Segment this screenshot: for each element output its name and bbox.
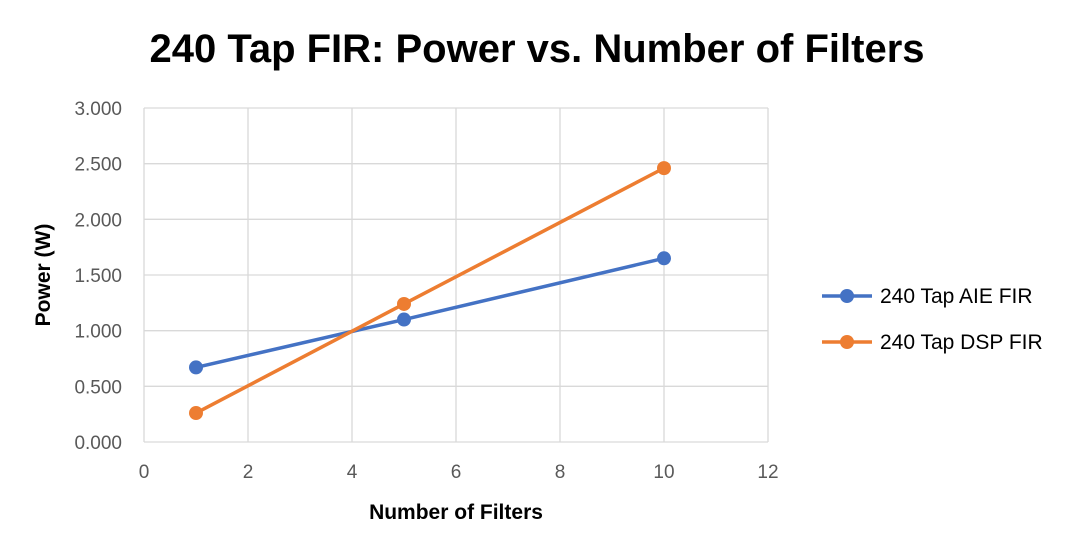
data-point-1-0 (189, 406, 203, 421)
x-tick-label-3: 6 (451, 462, 462, 483)
legend-marker-0 (840, 289, 854, 303)
chart-title: 240 Tap FIR: Power vs. Number of Filters (150, 27, 925, 71)
x-tick-label-6: 12 (757, 462, 778, 483)
y-tick-label-3: 1.500 (74, 266, 122, 287)
y-tick-label-0: 0.000 (74, 433, 122, 454)
series-line-1 (194, 166, 666, 415)
y-tick-label-6: 3.000 (74, 99, 122, 120)
y-tick-label-4: 2.000 (74, 210, 122, 231)
y-tick-label-2: 1.000 (74, 322, 122, 343)
x-axis-ticks: 0 2 4 6 8 10 12 (139, 462, 779, 483)
y-axis-label: Power (W) (32, 224, 55, 327)
x-axis-label: Number of Filters (369, 501, 543, 524)
data-point-0-1 (397, 312, 411, 327)
legend: 240 Tap AIE FIR 240 Tap DSP FIR (822, 285, 1043, 354)
x-tick-label-4: 8 (555, 462, 566, 483)
legend-label-0: 240 Tap AIE FIR (880, 285, 1033, 308)
x-tick-label-5: 10 (653, 462, 674, 483)
x-tick-label-2: 4 (347, 462, 358, 483)
y-tick-label-1: 0.500 (74, 377, 122, 398)
data-point-1-2 (657, 161, 671, 176)
series-points (189, 161, 671, 421)
legend-marker-1 (840, 335, 854, 349)
legend-label-1: 240 Tap DSP FIR (880, 331, 1043, 354)
y-tick-label-5: 2.500 (74, 155, 122, 176)
data-point-0-2 (657, 251, 671, 266)
x-tick-label-1: 2 (243, 462, 254, 483)
y-axis-ticks: 0.000 0.500 1.000 1.500 2.000 2.500 3.000 (74, 99, 122, 454)
x-tick-label-0: 0 (139, 462, 150, 483)
series-lines (194, 166, 666, 415)
data-point-0-0 (189, 360, 203, 375)
data-point-1-1 (397, 296, 411, 311)
